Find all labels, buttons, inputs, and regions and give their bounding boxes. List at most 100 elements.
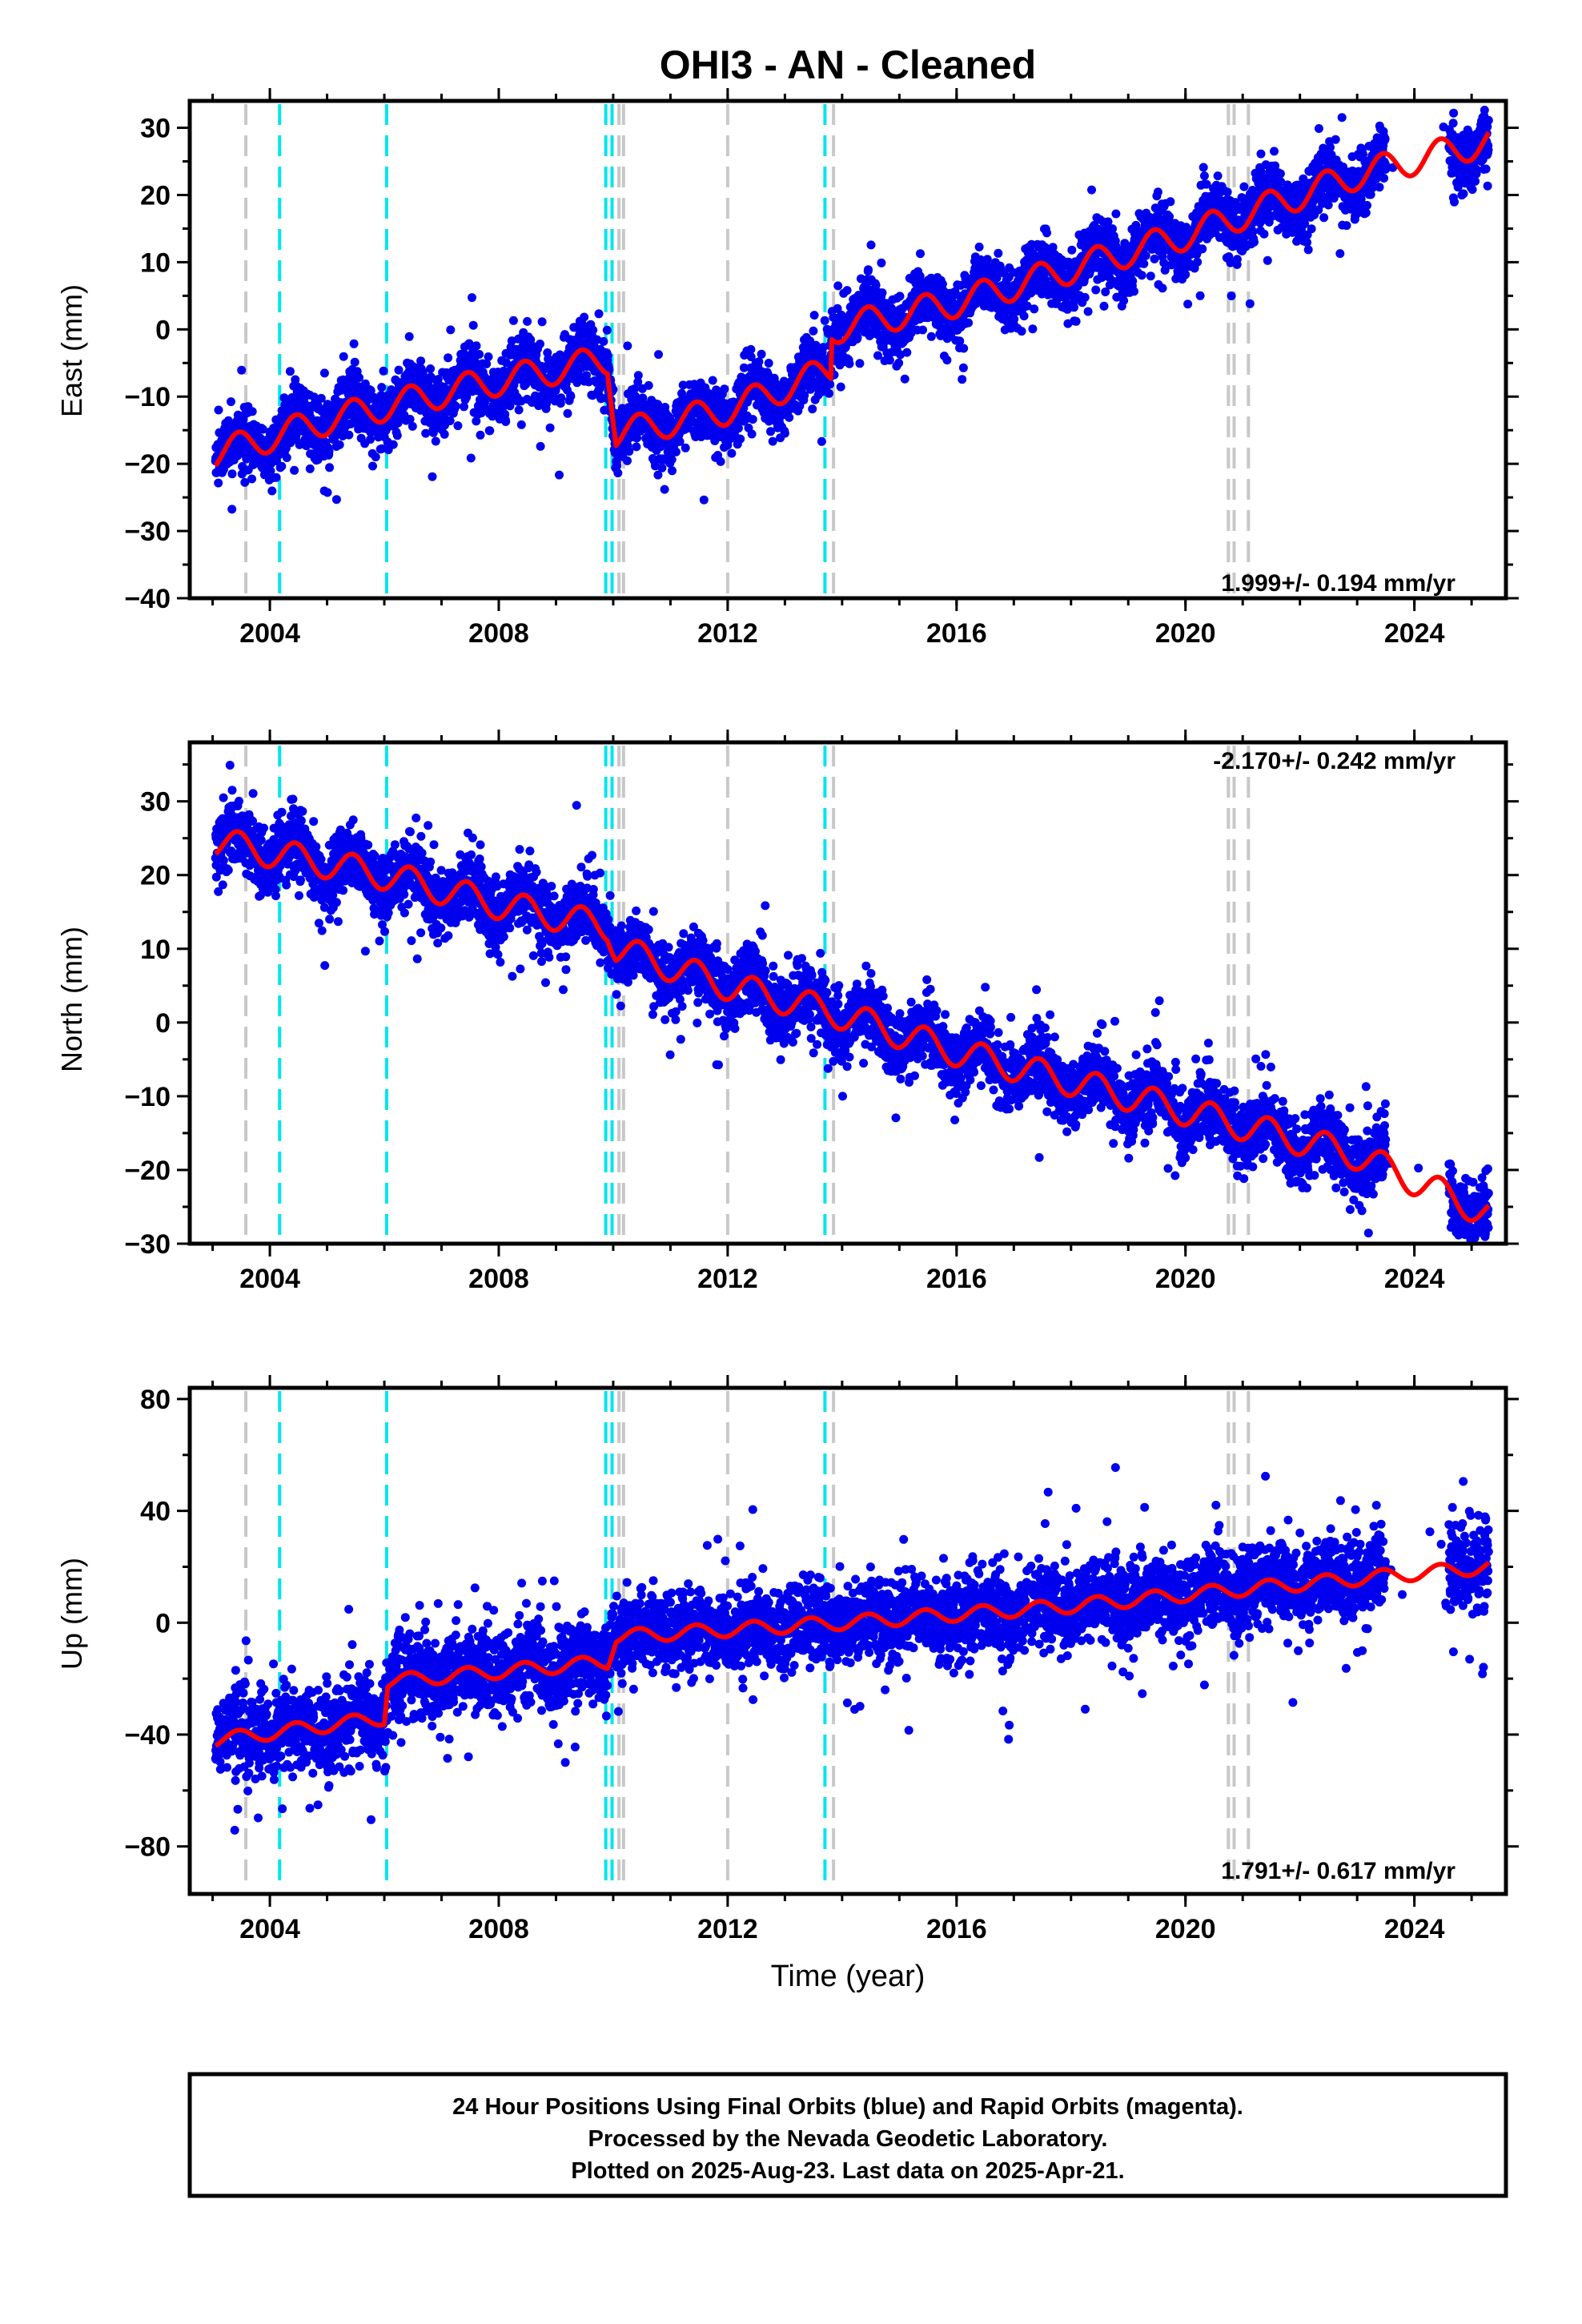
data-point bbox=[1361, 208, 1371, 218]
data-point bbox=[555, 470, 564, 480]
data-point bbox=[1342, 221, 1351, 231]
data-point bbox=[453, 421, 463, 431]
data-point bbox=[1030, 304, 1039, 314]
data-point bbox=[1166, 197, 1175, 207]
data-point bbox=[1199, 171, 1209, 181]
data-point bbox=[309, 392, 319, 402]
data-point bbox=[982, 255, 992, 264]
data-point bbox=[877, 288, 887, 298]
data-point bbox=[444, 353, 453, 363]
data-point bbox=[1307, 224, 1316, 234]
data-point bbox=[1150, 254, 1159, 263]
data-point bbox=[227, 397, 235, 407]
data-point bbox=[1379, 174, 1389, 183]
data-point bbox=[516, 420, 526, 429]
data-point bbox=[1067, 245, 1077, 255]
data-point bbox=[1028, 324, 1038, 334]
data-point bbox=[388, 440, 398, 449]
data-point bbox=[1042, 228, 1051, 238]
data-point bbox=[1111, 209, 1121, 219]
data-point bbox=[654, 350, 663, 360]
data-point bbox=[227, 469, 237, 479]
data-point bbox=[379, 366, 388, 376]
data-point bbox=[566, 392, 576, 401]
data-point bbox=[247, 407, 257, 416]
data-point bbox=[768, 436, 777, 446]
data-point bbox=[1227, 292, 1236, 300]
data-point bbox=[667, 455, 677, 464]
data-point bbox=[708, 376, 717, 385]
data-point bbox=[485, 426, 495, 436]
data-point bbox=[681, 443, 690, 452]
chart-title: OHI3 - AN - Cleaned bbox=[660, 42, 1036, 87]
data-point bbox=[394, 365, 404, 375]
data-point bbox=[594, 309, 604, 319]
data-point bbox=[214, 405, 223, 415]
data-point bbox=[501, 417, 511, 426]
data-point bbox=[290, 465, 299, 475]
panel-east: 2004 2008 2012 2016 2020 2024−40−30−20−100102… bbox=[55, 88, 1519, 649]
data-point bbox=[285, 367, 295, 376]
data-point bbox=[1314, 124, 1323, 133]
data-point bbox=[820, 316, 829, 325]
data-point bbox=[864, 265, 873, 275]
data-point bbox=[836, 382, 845, 392]
data-point bbox=[1019, 312, 1029, 321]
data-point bbox=[603, 351, 612, 360]
data-point bbox=[1256, 149, 1266, 159]
data-point bbox=[671, 447, 681, 456]
data-point bbox=[900, 374, 909, 384]
data-point bbox=[472, 341, 481, 351]
data-point bbox=[853, 333, 862, 343]
data-point bbox=[350, 357, 359, 367]
data-point bbox=[1199, 163, 1208, 172]
data-point bbox=[484, 352, 493, 361]
data-point bbox=[808, 404, 817, 414]
data-point bbox=[633, 371, 643, 380]
data-point bbox=[563, 408, 572, 418]
data-point bbox=[349, 339, 359, 348]
data-point bbox=[545, 423, 555, 432]
data-point bbox=[1195, 291, 1205, 300]
data-point bbox=[632, 442, 641, 452]
data-point bbox=[842, 286, 852, 296]
data-point bbox=[1158, 283, 1167, 293]
data-point bbox=[1303, 245, 1313, 255]
data-point bbox=[323, 488, 332, 497]
data-point bbox=[833, 281, 843, 291]
data-point bbox=[331, 430, 340, 440]
data-point bbox=[247, 474, 257, 484]
data-point bbox=[514, 405, 524, 415]
data-point bbox=[1198, 244, 1207, 254]
data-point bbox=[445, 416, 455, 425]
data-point bbox=[877, 258, 886, 267]
data-point bbox=[994, 248, 1003, 258]
data-point bbox=[720, 384, 729, 394]
data-point bbox=[319, 368, 329, 378]
data-point bbox=[468, 320, 478, 330]
data-point bbox=[644, 380, 653, 390]
data-point bbox=[536, 340, 544, 348]
data-point bbox=[885, 356, 894, 365]
data-point bbox=[537, 317, 547, 327]
data-point bbox=[1193, 257, 1203, 267]
data-point bbox=[958, 363, 968, 372]
data-point bbox=[266, 466, 275, 476]
data-point bbox=[1153, 187, 1162, 197]
data-point bbox=[660, 485, 669, 494]
data-point bbox=[588, 325, 598, 335]
data-point bbox=[727, 448, 737, 458]
data-point bbox=[668, 466, 677, 476]
data-point bbox=[227, 505, 237, 514]
data-point bbox=[1375, 183, 1384, 192]
data-point bbox=[335, 440, 344, 449]
data-point bbox=[1128, 276, 1138, 286]
data-point bbox=[282, 453, 291, 462]
data-point bbox=[817, 436, 826, 446]
data-point bbox=[556, 393, 566, 403]
data-point bbox=[240, 477, 250, 487]
data-point bbox=[959, 344, 969, 353]
data-point bbox=[1250, 237, 1259, 247]
data-point bbox=[1232, 255, 1242, 264]
data-point bbox=[408, 421, 417, 431]
